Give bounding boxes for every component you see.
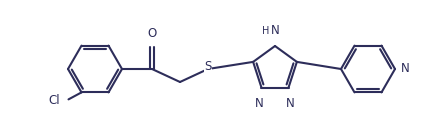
Text: N: N	[401, 63, 410, 75]
Text: Cl: Cl	[49, 94, 61, 107]
Text: N: N	[255, 97, 264, 110]
Text: H: H	[262, 26, 270, 36]
Text: N: N	[286, 97, 295, 110]
Text: S: S	[204, 61, 212, 73]
Text: N: N	[271, 24, 279, 37]
Text: O: O	[147, 27, 157, 40]
